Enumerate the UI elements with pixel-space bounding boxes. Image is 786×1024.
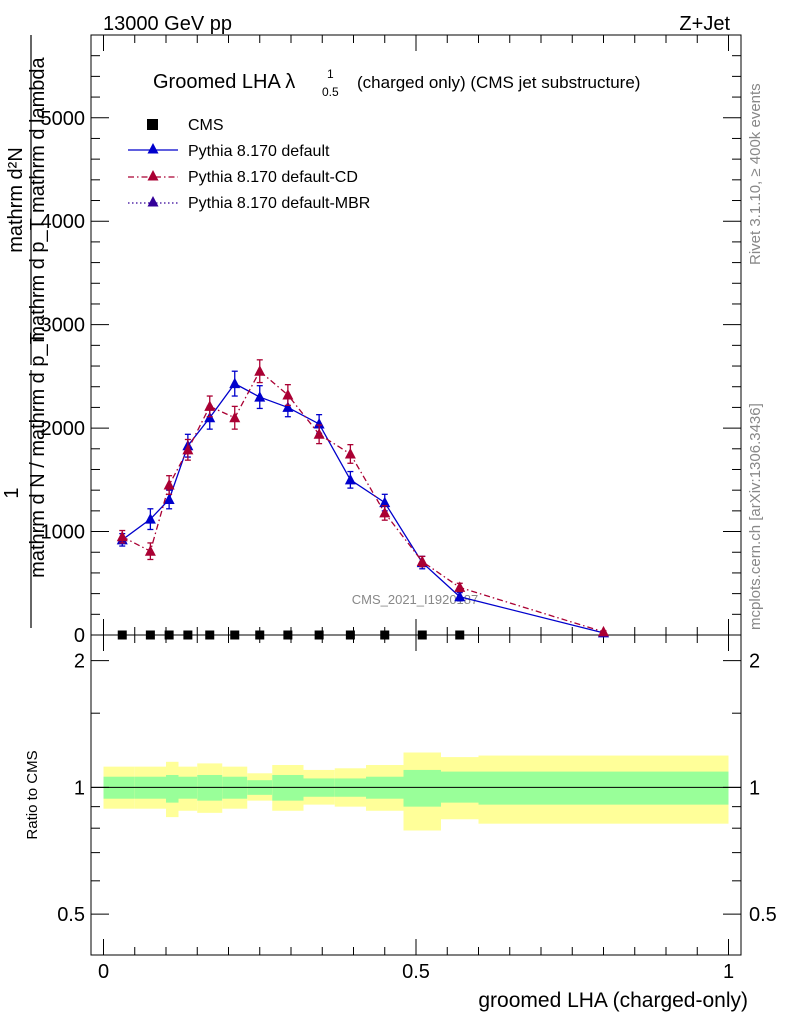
ratio-bands: [103, 752, 729, 831]
ratio-y-tick-label-right: 0.5: [749, 904, 777, 926]
rivet-label: Rivet 3.1.10, ≥ 400k events: [747, 83, 764, 265]
cms-point: [145, 630, 155, 640]
legend-cd-marker: [147, 170, 159, 181]
data-point: [144, 513, 156, 524]
analysis-watermark: CMS_2021_I1920187: [352, 592, 479, 607]
cms-point: [164, 630, 174, 640]
data-point: [182, 443, 194, 455]
y-tick-label: 5000: [41, 108, 86, 130]
cms-point: [314, 630, 324, 640]
ratio-ylabel: Ratio to CMS: [24, 750, 41, 839]
ratio-y-tick-label-left: 0.5: [57, 904, 85, 926]
data-point: [282, 401, 294, 412]
mcplots-label: mcplots.cern.ch [arXiv:1306.3436]: [747, 403, 764, 630]
y-tick-label: 3000: [41, 315, 86, 337]
data-point: [254, 391, 266, 402]
cms-point: [183, 630, 193, 640]
data-point: [416, 555, 428, 567]
cms-point: [283, 630, 293, 640]
y-tick-label: 4000: [41, 211, 86, 233]
cms-point: [255, 630, 265, 640]
series-line-0: [121, 382, 604, 634]
data-point: [313, 417, 325, 429]
y-tick-label: 0: [74, 625, 85, 647]
title-rest: (charged only) (CMS jet substructure): [357, 73, 640, 92]
plot-title: Groomed LHA λ 1 0.5 (charged only) (CMS …: [153, 67, 640, 99]
cms-point: [345, 630, 355, 640]
title-sub: 0.5: [322, 85, 339, 99]
legend-mbr-marker: [147, 196, 159, 207]
data-point: [454, 581, 466, 592]
ylabel-numerator: mathrm d²N: [5, 147, 27, 253]
data-point: [229, 377, 241, 389]
x-tick-label: 1: [723, 961, 734, 983]
legend: CMS Pythia 8.170 default Pythia 8.170 de…: [128, 117, 370, 212]
ratio-band-inner: [166, 774, 179, 803]
data-point: [229, 411, 241, 423]
ratio-y-tick-label-left: 2: [74, 651, 85, 673]
ylabel-bottom: mathrm d N / mathrm d p_T: [27, 332, 49, 578]
header-left: 13000 GeV pp: [103, 13, 232, 35]
data-point: [144, 545, 156, 556]
y-axis-label: mathrm d²N mathrm d p_T mathrm d lambda …: [1, 35, 49, 628]
cms-point: [417, 630, 427, 640]
ratio-y-tick-label-left: 1: [74, 777, 85, 799]
y-tick-label: 2000: [41, 418, 86, 440]
data-point: [598, 625, 609, 637]
ratio-band-inner: [478, 771, 729, 805]
data-point: [344, 473, 356, 485]
data-point: [344, 447, 356, 459]
ratio-y-tick-label-right: 2: [749, 651, 760, 673]
ratio-y-tick-label-right: 1: [749, 777, 760, 799]
title-main: Groomed LHA λ: [153, 71, 295, 93]
x-tick-label: 0.5: [402, 961, 430, 983]
data-point: [379, 496, 391, 508]
cms-point: [230, 630, 240, 640]
cms-point: [205, 630, 215, 640]
data-point: [254, 365, 266, 376]
data-point: [282, 389, 294, 400]
cms-point: [455, 630, 465, 640]
data-point: [204, 400, 216, 411]
ylabel-denominator: mathrm d p_T mathrm d lambda: [27, 56, 49, 342]
legend-entry-cd: Pythia 8.170 default-CD: [188, 169, 358, 186]
title-sup: 1: [327, 67, 334, 81]
x-axis-label: groomed LHA (charged-only): [478, 989, 748, 1012]
cms-point: [380, 630, 390, 640]
legend-entry-mbr: Pythia 8.170 default-MBR: [188, 195, 370, 212]
data-point: [163, 493, 175, 504]
ratio-band-inner: [403, 769, 441, 807]
data-point: [116, 530, 128, 542]
x-tick-label: 0: [98, 961, 109, 983]
header-right: Z+Jet: [679, 13, 730, 35]
legend-entry-cms: CMS: [188, 117, 224, 134]
data-point: [163, 479, 175, 490]
legend-cms-marker: [147, 119, 158, 130]
data-point: [313, 428, 325, 439]
series-line-1: [121, 370, 604, 633]
data-series: [116, 359, 609, 640]
ylabel-one: 1: [1, 487, 23, 498]
data-point: [379, 506, 391, 518]
cms-point: [117, 630, 127, 640]
data-point: [454, 590, 466, 602]
legend-default-marker: [147, 143, 159, 154]
legend-entry-default: Pythia 8.170 default: [188, 143, 330, 160]
y-tick-label: 1000: [41, 522, 86, 544]
